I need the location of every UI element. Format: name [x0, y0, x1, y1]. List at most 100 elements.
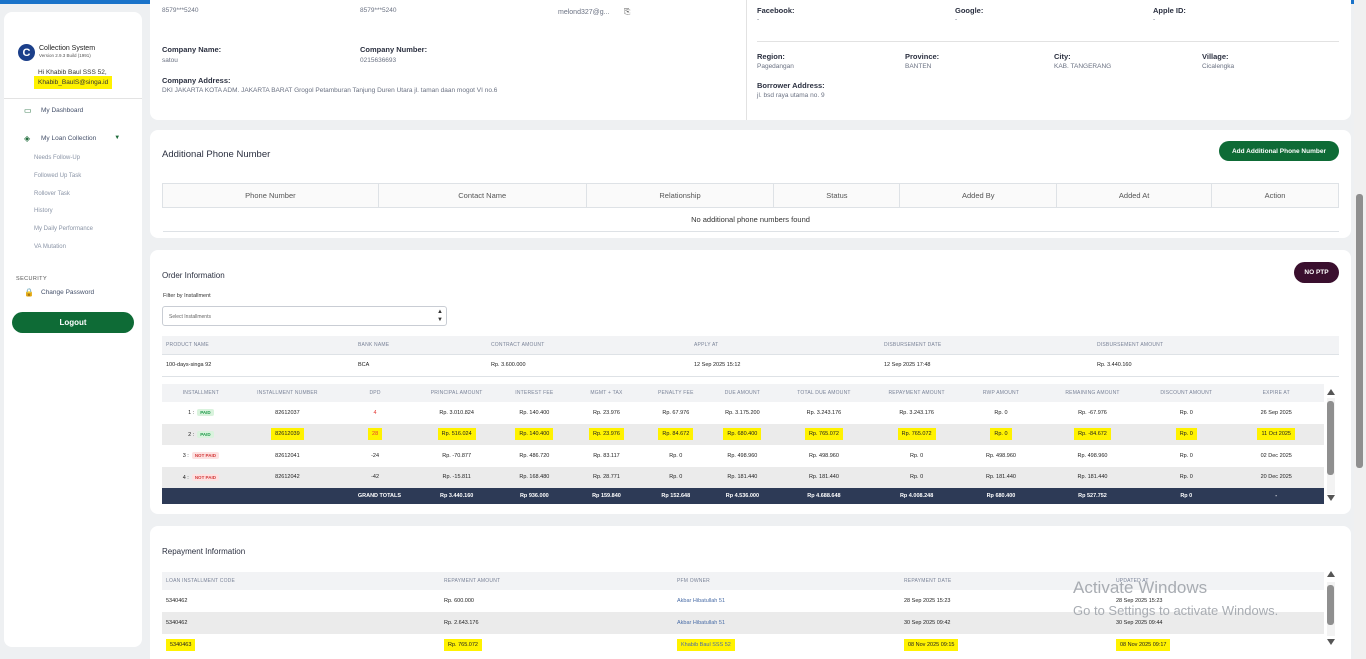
apply-at: 12 Sep 2025 15:12: [690, 354, 880, 377]
grand-total-value: Rp 152.648: [642, 488, 710, 504]
apple-id-value: -: [1153, 16, 1156, 23]
cell-value: Rp. -67.976: [1078, 409, 1107, 416]
col-principal-amount: PRINCIPAL AMOUNT: [415, 384, 499, 402]
cell-value: Rp. 765.072: [444, 639, 482, 651]
pfm-owner-link[interactable]: Akbar Hibatullah 51: [677, 620, 726, 626]
col-dpd: DPD: [335, 384, 416, 402]
installment-cell: Rp. 181.440: [961, 466, 1041, 488]
cell-value: Rp. 498.960: [1077, 452, 1108, 459]
col-mgmt-tax: MGMT + TAX: [570, 384, 643, 402]
logout-button[interactable]: Logout: [12, 312, 134, 333]
installment-cell: Rp. 181.440: [1040, 466, 1145, 488]
col-added-at: Added At: [1056, 183, 1213, 208]
repayment-scrollbar-thumb[interactable]: [1327, 585, 1334, 625]
col-repayment-date: REPAYMENT DATE: [900, 572, 1112, 590]
layers-icon: ◈: [24, 133, 31, 143]
sidebar-sub-needs-follow-up[interactable]: Needs Follow-Up: [34, 155, 81, 161]
page-scrollbar[interactable]: [1354, 0, 1366, 659]
installment-cell: Rp. 168.480: [498, 466, 571, 488]
repayment-cell[interactable]: Akbar Hibatullah 51: [673, 590, 900, 612]
grand-total-value: Rp 3.440.160: [415, 488, 499, 504]
repayment-scroll-down-icon[interactable]: [1327, 639, 1335, 645]
status-badge: PAID: [197, 409, 214, 417]
installment-scrollbar[interactable]: [1327, 398, 1335, 494]
installment-cell: Rp. -84.672: [1040, 423, 1145, 445]
sidebar: C Collection System Version 2.9.3 Build …: [4, 12, 142, 647]
status-badge: NOT PAID: [191, 452, 219, 460]
cell-value: Rp. 3.243.176: [806, 409, 842, 416]
col-repayment-amount: REPAYMENT AMOUNT: [872, 384, 961, 402]
col-phone-number: Phone Number: [162, 183, 379, 208]
cell-value: 02 Dec 2025: [1260, 452, 1292, 459]
app-version: Version 2.9.3 Build (1991): [39, 53, 91, 58]
cell-value: Rp. 3.243.176: [899, 409, 934, 416]
installment-cell: Rp. 765.072: [872, 423, 961, 445]
cell-value: Rp. 2.643.176: [444, 620, 479, 626]
installment-cell: Rp. 498.960: [776, 445, 873, 467]
cell-value: Rp. 765.072: [804, 428, 843, 441]
activate-windows-watermark: Activate Windows: [1073, 578, 1208, 597]
phone-masked-1: 8579***5240: [162, 7, 199, 14]
cell-value: 82612042: [275, 474, 300, 481]
repayment-cell[interactable]: Khabib Baul SSS 52: [673, 634, 900, 656]
cell-value: -42: [371, 474, 380, 481]
sidebar-item-dashboard[interactable]: ▭ My Dashboard: [4, 104, 142, 116]
installment-no: 1 : PAID: [162, 402, 240, 424]
sidebar-item-change-password[interactable]: 🔒 Change Password: [4, 286, 142, 298]
ptp-badge[interactable]: NO PTP: [1294, 262, 1339, 283]
status-badge: NOT PAID: [191, 473, 219, 481]
scroll-down-icon[interactable]: [1327, 495, 1335, 501]
sidebar-sub-daily-performance[interactable]: My Daily Performance: [34, 226, 94, 232]
cell-value: Rp. 140.400: [515, 428, 554, 441]
installment-cell: 11 Oct 2025: [1228, 423, 1324, 445]
repayment-scroll-up-icon[interactable]: [1327, 571, 1335, 577]
repayment-cell: Rp. 600.000: [440, 590, 673, 612]
installment-index: 2 :: [188, 431, 195, 438]
cell-value: 28 Sep 2025 15:23: [904, 598, 951, 604]
city-value: KAB. TANGERANG: [1054, 63, 1112, 70]
sidebar-sub-followed-up-task[interactable]: Followed Up Task: [34, 173, 82, 179]
col-rwp-amount: RWP AMOUNT: [961, 384, 1041, 402]
apple-id-label: Apple ID:: [1153, 6, 1186, 15]
cell-value: 4: [373, 409, 377, 416]
security-heading: SECURITY: [16, 276, 48, 282]
installment-cell: Rp. 0: [872, 445, 961, 467]
scroll-up-icon[interactable]: [1327, 389, 1335, 395]
repayment-cell[interactable]: Akbar Hibatullah 51: [673, 612, 900, 634]
installment-cell: Rp. 0: [1144, 423, 1229, 445]
sidebar-sub-va-mutation[interactable]: VA Mutation: [34, 244, 66, 250]
col-repayment-amount: REPAYMENT AMOUNT: [440, 572, 673, 590]
cell-value: 26 Sep 2025: [1260, 409, 1292, 416]
installment-row: 2 : PAID 82612039 28 Rp. 516.024 Rp. 140.400 R…: [162, 423, 1324, 445]
installment-cell: 82612037: [240, 402, 335, 424]
grand-total-value: Rp 936.000: [498, 488, 571, 504]
copy-icon[interactable]: ⎘: [624, 7, 631, 16]
col-total-due-amount: TOTAL DUE AMOUNT: [775, 384, 873, 402]
installment-cell: Rp. 84.672: [642, 423, 710, 445]
col-action: Action: [1211, 183, 1339, 208]
facebook-label: Facebook:: [757, 6, 795, 15]
borrower-address-label: Borrower Address:: [757, 81, 825, 90]
repayment-scrollbar[interactable]: [1327, 582, 1335, 636]
installment-filter-select[interactable]: Select Installments ▲ ▼: [162, 306, 447, 326]
grand-total-value: -: [1228, 488, 1324, 504]
sidebar-sub-rollover-task[interactable]: Rollover Task: [34, 191, 70, 197]
scrollbar-thumb[interactable]: [1327, 401, 1334, 475]
cell-value: 20 Dec 2025: [1260, 474, 1292, 481]
sidebar-item-loan-collection[interactable]: ◈ My Loan Collection ▼: [4, 132, 142, 144]
cell-value: Rp. 498.960: [727, 452, 758, 459]
filter-label: Filter by Installment: [163, 293, 211, 299]
sidebar-sub-history[interactable]: History: [34, 208, 53, 214]
pfm-owner-link[interactable]: Akbar Hibatullah 51: [677, 598, 726, 604]
add-phone-button[interactable]: Add Additional Phone Number: [1219, 141, 1339, 161]
cell-value: Rp. 0: [1175, 428, 1197, 441]
col-installment-number: INSTALLMENT NUMBER: [239, 384, 336, 402]
cell-value: Rp. 28.771: [592, 474, 620, 481]
installment-cell: Rp. 498.960: [709, 445, 776, 467]
installment-cell: Rp. 0: [642, 466, 710, 488]
cell-value: Rp. 181.440: [727, 474, 758, 481]
col-apply-at: APPLY AT: [690, 336, 880, 355]
repayment-cell: Rp. 765.072: [440, 634, 673, 656]
pfm-owner-link[interactable]: Khabib Baul SSS 52: [677, 639, 735, 651]
page-scrollbar-thumb[interactable]: [1356, 194, 1363, 468]
